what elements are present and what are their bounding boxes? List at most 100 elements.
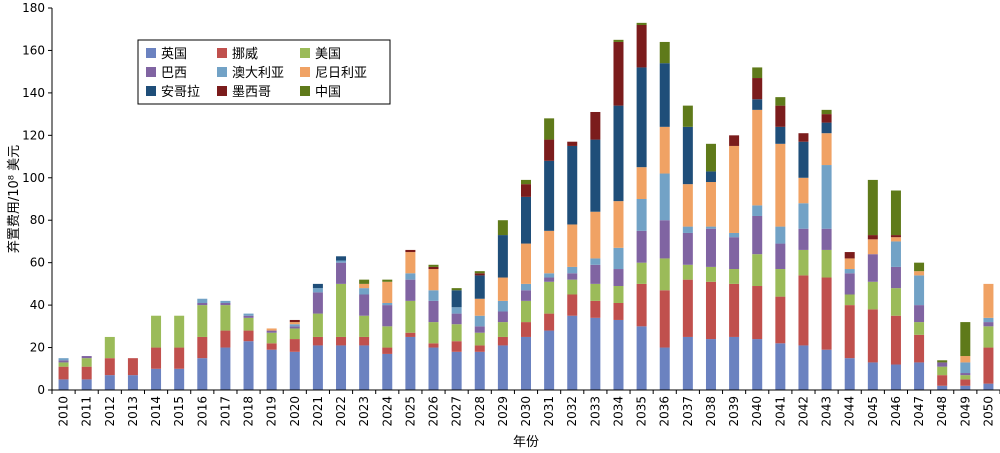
legend-box [137, 39, 391, 105]
x-tick-label: 2041 [773, 396, 787, 427]
bar-segment-2043-挪威 [821, 277, 832, 350]
bar-segment-2025-尼日利亚 [405, 252, 416, 274]
bar-segment-2025-美国 [405, 300, 416, 333]
bar-segment-2029-美国 [497, 322, 508, 337]
bar-segment-2030-墨西哥 [521, 184, 531, 197]
bar-segment-2028-英国 [474, 351, 485, 390]
y-tick-label: 140 [22, 86, 45, 100]
bar-segment-2019-巴西 [266, 330, 277, 333]
bar-segment-2036-挪威 [659, 290, 670, 348]
bar-segment-2036-中国 [659, 41, 670, 64]
bar-segment-2033-尼日利亚 [590, 211, 601, 259]
x-tick-label: 2020 [288, 396, 302, 427]
bar-segment-2023-挪威 [359, 336, 370, 346]
bar-segment-2048-挪威 [937, 375, 948, 386]
y-axis-title: 弃置费用/10⁸ 美元 [7, 145, 22, 253]
bar-segment-2035-安哥拉 [636, 67, 647, 168]
bar-segment-2045-巴西 [867, 254, 878, 282]
bar-segment-2023-英国 [359, 345, 370, 390]
bar-segment-2029-巴西 [497, 311, 508, 323]
bar-segment-2040-巴西 [752, 215, 763, 255]
bar-segment-2043-尼日利亚 [821, 133, 832, 166]
bar-segment-2019-尼日利亚 [266, 328, 277, 331]
legend-swatch-尼日利亚 [300, 67, 310, 77]
bar-segment-2049-澳大利亚 [960, 362, 971, 374]
bar-segment-2044-英国 [844, 358, 855, 390]
bar-segment-2027-美国 [451, 324, 462, 342]
y-tick-label: 120 [22, 128, 45, 142]
x-tick-label: 2046 [889, 396, 903, 427]
bar-segment-2016-挪威 [197, 336, 208, 359]
bar-segment-2039-挪威 [729, 283, 740, 337]
bar-segment-2040-墨西哥 [752, 78, 763, 100]
bar-segment-2040-中国 [752, 67, 763, 79]
bar-segment-2042-澳大利亚 [798, 203, 809, 229]
bar-segment-2036-尼日利亚 [659, 126, 670, 174]
bar-segment-2024-尼日利亚 [382, 281, 393, 303]
bar-segment-2030-安哥拉 [521, 196, 531, 244]
legend-label-澳大利亚: 澳大利亚 [232, 65, 284, 81]
y-tick-label: 160 [22, 43, 45, 57]
bar-segment-2030-澳大利亚 [521, 283, 531, 291]
legend-swatch-中国 [300, 86, 310, 96]
bar-segment-2045-英国 [867, 362, 878, 390]
x-tick-label: 2048 [935, 396, 949, 427]
bar-segment-2040-美国 [752, 254, 763, 287]
bar-segment-2033-美国 [590, 283, 601, 301]
y-tick-label: 80 [30, 213, 45, 227]
bar-segment-2047-挪威 [914, 334, 925, 363]
bar-segment-2044-挪威 [844, 305, 855, 359]
bar-segment-2028-墨西哥 [474, 273, 485, 276]
bar-segment-2021-挪威 [312, 336, 323, 346]
x-tick-label: 2044 [843, 396, 857, 427]
bar-segment-2043-澳大利亚 [821, 165, 832, 229]
bar-segment-2048-巴西 [937, 362, 948, 367]
x-tick-label: 2016 [195, 396, 209, 427]
x-tick-label: 2013 [126, 396, 140, 427]
bar-segment-2033-英国 [590, 317, 601, 390]
bar-segment-2027-挪威 [451, 341, 462, 352]
bar-segment-2049-巴西 [960, 373, 971, 376]
bar-segment-2028-澳大利亚 [474, 315, 485, 327]
bar-segment-2032-尼日利亚 [567, 224, 578, 267]
bar-segment-2035-美国 [636, 262, 647, 284]
bar-segment-2021-美国 [312, 313, 323, 337]
bar-segment-2039-尼日利亚 [729, 145, 740, 233]
bar-segment-2037-挪威 [682, 279, 693, 337]
bar-segment-2034-英国 [613, 319, 624, 390]
bar-segment-2043-墨西哥 [821, 114, 832, 123]
bar-segment-2022-巴西 [336, 262, 347, 284]
bar-segment-2022-挪威 [336, 336, 347, 346]
bar-segment-2035-巴西 [636, 230, 647, 263]
legend-label-尼日利亚: 尼日利亚 [315, 66, 367, 81]
bar-segment-2018-英国 [243, 341, 254, 390]
y-tick-label: 0 [37, 383, 45, 397]
bar-segment-2039-美国 [729, 269, 740, 284]
bar-segment-2012-美国 [104, 336, 115, 359]
bar-segment-2049-中国 [960, 322, 971, 357]
bar-segment-2050-巴西 [983, 322, 994, 327]
bar-segment-2050-英国 [983, 383, 994, 390]
x-axis-title: 年份 [513, 435, 539, 450]
bar-segment-2042-挪威 [798, 275, 809, 346]
bars-layer [58, 22, 994, 390]
bar-segment-2022-英国 [336, 345, 347, 390]
bar-segment-2015-美国 [174, 315, 185, 348]
bar-segment-2050-挪威 [983, 347, 994, 384]
bar-segment-2027-中国 [451, 288, 462, 291]
bar-segment-2010-巴西 [58, 360, 69, 363]
bar-segment-2031-英国 [544, 330, 555, 390]
y-tick-label: 100 [22, 171, 45, 185]
bar-segment-2025-英国 [405, 336, 416, 390]
bar-segment-2031-巴西 [544, 277, 555, 282]
bar-segment-2040-尼日利亚 [752, 109, 763, 206]
bar-segment-2026-巴西 [428, 300, 439, 323]
legend-label-美国: 美国 [315, 47, 341, 62]
bar-segment-2044-美国 [844, 294, 855, 306]
bar-segment-2026-挪威 [428, 343, 439, 348]
bar-segment-2049-英国 [960, 385, 971, 390]
bar-segment-2030-挪威 [521, 322, 531, 337]
bar-segment-2041-中国 [775, 97, 786, 106]
bar-segment-2026-英国 [428, 347, 439, 390]
bar-segment-2035-中国 [636, 22, 647, 25]
